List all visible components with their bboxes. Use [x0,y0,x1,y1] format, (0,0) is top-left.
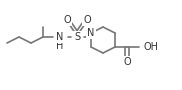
Text: H: H [56,41,64,51]
Text: O: O [63,15,71,25]
Text: O: O [83,15,91,25]
Text: N: N [56,32,64,42]
Text: O: O [123,57,131,67]
Text: OH: OH [143,42,158,52]
Text: S: S [74,32,80,42]
Text: N: N [87,28,95,38]
